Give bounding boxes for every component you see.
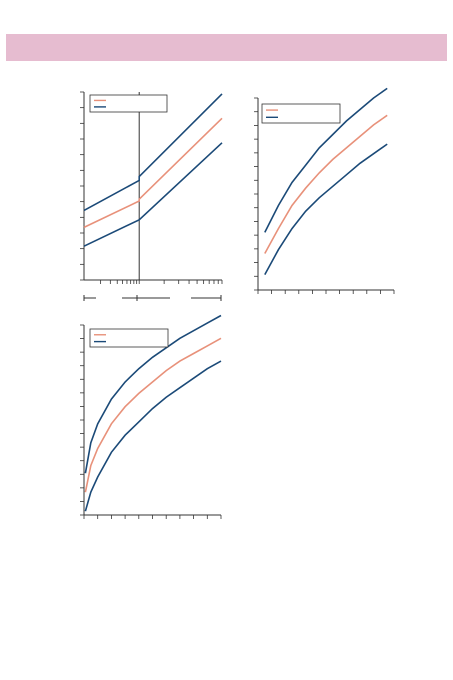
- series-upper-line: [83, 93, 223, 212]
- series-lower-line: [84, 360, 222, 512]
- series-upper-line: [84, 314, 222, 474]
- header-banner: [6, 34, 447, 61]
- series-median-line: [84, 337, 222, 493]
- legend: [89, 328, 169, 348]
- legend: [89, 94, 168, 113]
- series-median-line: [83, 117, 223, 229]
- legend: [261, 103, 341, 124]
- series-lower-line: [83, 142, 223, 247]
- series-lower-line: [264, 143, 388, 275]
- series-upper-line: [264, 87, 388, 233]
- series-median-line: [264, 114, 388, 254]
